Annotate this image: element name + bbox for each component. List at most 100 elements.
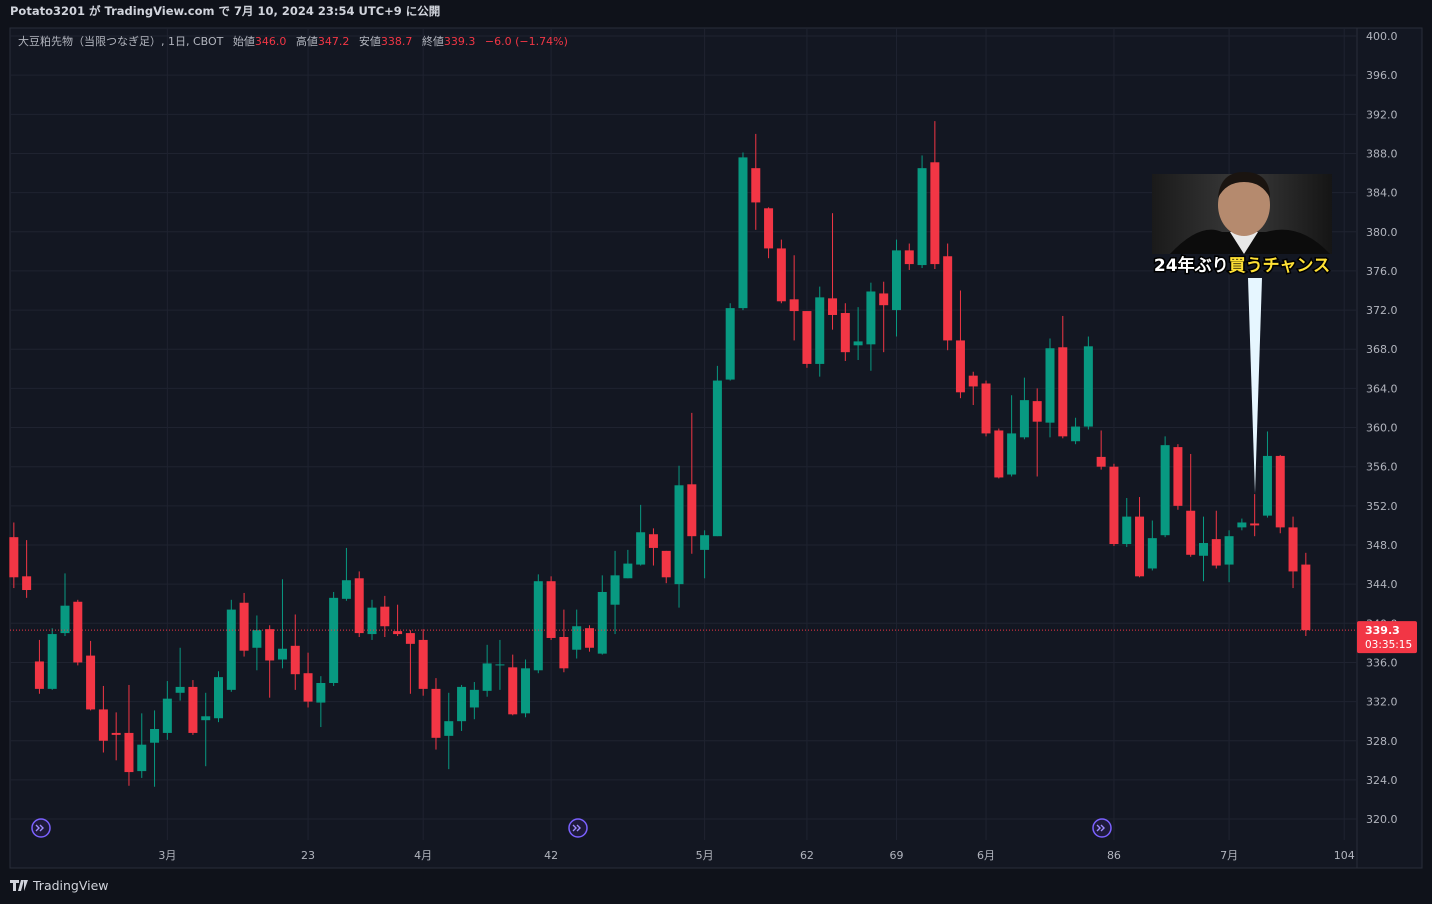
candle-body: [303, 673, 313, 702]
legend-value: 346.0: [255, 35, 287, 48]
photo-hair: [1218, 172, 1270, 198]
candle-body: [943, 256, 953, 341]
candle-body: [405, 633, 415, 644]
y-tick-label: 344.0: [1366, 578, 1398, 591]
candle-body: [674, 485, 684, 585]
candle-body: [354, 578, 364, 634]
candle-body: [1109, 466, 1119, 545]
candle-body: [610, 575, 620, 605]
legend-label: 安値: [359, 34, 381, 48]
candle-body: [1083, 346, 1093, 427]
candle-body: [546, 581, 556, 638]
event-icon[interactable]: [1092, 818, 1112, 838]
photo-shirt: [1230, 232, 1258, 254]
candle-body: [1237, 522, 1247, 528]
candle-body: [457, 686, 467, 722]
candle-body: [393, 631, 403, 635]
x-tick-label: 86: [1107, 849, 1121, 862]
candle-body: [124, 732, 134, 773]
candle-body: [776, 248, 786, 302]
candle-body: [840, 313, 850, 353]
event-icons: [31, 818, 1112, 838]
annotation: 24年ぶり買うチャンス: [1152, 172, 1332, 494]
candle-body: [444, 721, 454, 736]
x-tick-label: 7月: [1220, 849, 1238, 862]
footer: TradingView: [10, 878, 109, 893]
candle-body: [252, 630, 262, 648]
brand: TradingView: [32, 878, 109, 893]
event-icon-glyph: [1096, 824, 1105, 832]
x-tick-label: 5月: [696, 849, 714, 862]
candle-body: [623, 563, 633, 579]
candle-body: [111, 732, 121, 735]
x-tick-label: 104: [1334, 849, 1355, 862]
y-tick-label: 364.0: [1366, 382, 1398, 395]
candle-body: [1301, 564, 1311, 631]
legend-value: 338.7: [381, 35, 413, 48]
candle-body: [60, 605, 70, 634]
candle-body: [290, 645, 300, 675]
candle-body: [968, 375, 978, 387]
event-icon-glyph: [572, 824, 581, 832]
legend-change: −6.0 (−1.74%): [485, 35, 568, 48]
y-tick-label: 324.0: [1366, 774, 1398, 787]
candle-body: [879, 293, 889, 306]
x-tick-label: 69: [889, 849, 903, 862]
candle-body: [9, 537, 19, 578]
candle-body: [853, 341, 863, 346]
candle-body: [828, 298, 838, 315]
candle-body: [917, 168, 927, 266]
y-tick-label: 356.0: [1366, 461, 1398, 474]
candle-body: [22, 576, 32, 591]
candle-body: [214, 677, 224, 719]
legend-value: 339.3: [444, 35, 476, 48]
candle-body: [687, 484, 697, 537]
candle-body: [725, 308, 735, 380]
candle-body: [1250, 523, 1260, 526]
candle-body: [1262, 455, 1272, 516]
candle-body: [1096, 456, 1106, 467]
chart-title: 大豆粕先物（当限つなぎ足）, 1日, CBOT: [18, 34, 224, 48]
x-tick-label: 6月: [977, 849, 995, 862]
candle-body: [380, 606, 390, 627]
candle-body: [789, 299, 799, 312]
candle-body: [994, 430, 1004, 478]
event-icon[interactable]: [31, 818, 51, 838]
candle-body: [150, 729, 160, 743]
event-icon[interactable]: [568, 818, 588, 838]
price-tag-value: 339.3: [1365, 624, 1400, 637]
x-tick-label: 62: [800, 849, 814, 862]
candle-body: [316, 683, 326, 703]
x-tick-label: 4月: [414, 849, 432, 862]
legend-value: 347.2: [318, 35, 350, 48]
candle-body: [1173, 447, 1183, 506]
candle-body: [1147, 538, 1157, 569]
candle-body: [866, 291, 876, 345]
candle-body: [47, 634, 57, 689]
candle-body: [1224, 536, 1234, 565]
y-tick-label: 380.0: [1366, 226, 1398, 239]
candle-body: [1160, 445, 1170, 536]
y-tick-label: 368.0: [1366, 343, 1398, 356]
candle-body: [955, 340, 965, 393]
annotation-text-yellow: 買うチャンス: [1229, 256, 1331, 276]
candle-body: [700, 535, 710, 550]
candle-body: [891, 250, 901, 311]
candle-body: [1186, 510, 1196, 555]
candle-body: [930, 162, 940, 265]
y-tick-label: 328.0: [1366, 735, 1398, 748]
candle-body: [1045, 348, 1055, 423]
candle-body: [226, 609, 236, 690]
candle-body: [431, 688, 441, 738]
candle-body: [1135, 516, 1145, 577]
candle-body: [1007, 433, 1017, 475]
legend-label: 終値: [422, 34, 444, 48]
candle-body: [418, 639, 428, 689]
x-tick-label: 42: [544, 849, 558, 862]
annotation-pointer: [1248, 278, 1262, 494]
candle-body: [751, 168, 761, 203]
candle-body: [1058, 347, 1068, 437]
candle-body: [201, 716, 211, 721]
candle-body: [265, 629, 275, 661]
